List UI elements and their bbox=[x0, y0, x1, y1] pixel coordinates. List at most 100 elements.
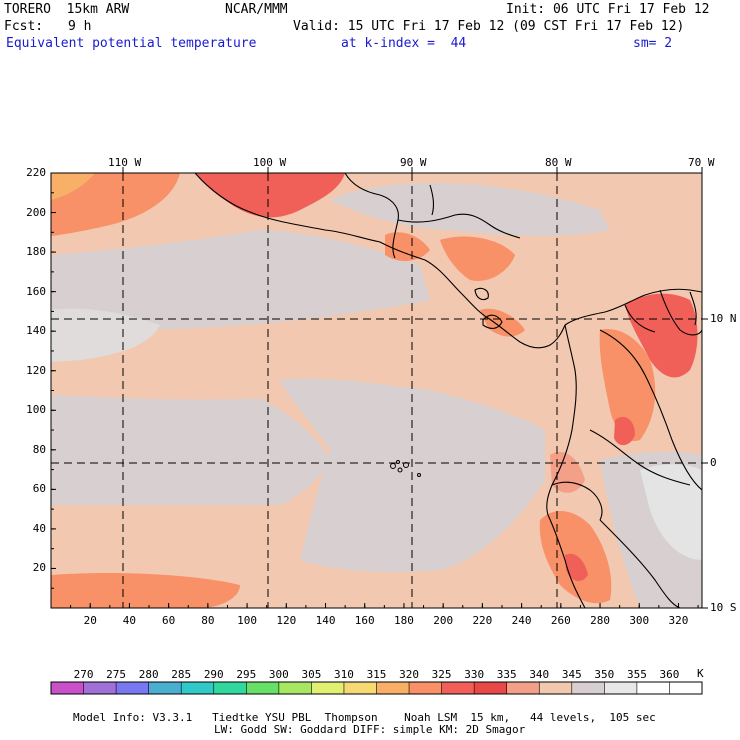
colorbar-cell bbox=[246, 682, 279, 694]
colorbar-label: 355 bbox=[626, 668, 647, 681]
field-region-hot-peru bbox=[565, 553, 588, 582]
coastlines bbox=[194, 173, 702, 608]
colorbar-cell bbox=[409, 682, 442, 694]
colorbar-label: 320 bbox=[399, 668, 419, 681]
colorbar-cell bbox=[181, 682, 214, 694]
bottom-tick-label: 280 bbox=[590, 614, 610, 627]
field-name: Equivalent potential temperature bbox=[6, 36, 257, 51]
colorbar-label: 270 bbox=[73, 668, 94, 681]
colorbar-label: 315 bbox=[366, 668, 387, 681]
physics-info-line: LW: Godd SW: Goddard DIFF: simple KM: 2D… bbox=[214, 723, 526, 736]
lon-label-70w: 70 W bbox=[688, 156, 715, 169]
forecast-hours: 9 h bbox=[68, 19, 92, 34]
smoothing-label: sm= 2 bbox=[633, 36, 673, 51]
colorbar-cell bbox=[311, 682, 344, 694]
bottom-tick-label: 300 bbox=[629, 614, 650, 627]
colorbar-cell bbox=[213, 682, 247, 694]
bottom-tick-label: 240 bbox=[511, 614, 532, 627]
colorbar-label: 305 bbox=[301, 668, 322, 681]
colorbar-cell bbox=[604, 682, 637, 694]
lat-label-10s: 10 S bbox=[710, 601, 737, 614]
colorbar-cell bbox=[83, 682, 117, 694]
bottom-tick-label: 200 bbox=[433, 614, 454, 627]
level-label: at k-index = 44 bbox=[341, 36, 467, 51]
lat-label-equator: 0 bbox=[710, 456, 717, 469]
valid-time: Valid: 15 UTC Fri 17 Feb 12 (09 CST Fri … bbox=[293, 19, 685, 34]
lat-label-10n: 10 N bbox=[710, 312, 737, 325]
lon-label-110w: 110 W bbox=[108, 156, 142, 169]
bottom-tick-label: 100 bbox=[237, 614, 258, 627]
left-tick-label: 180 bbox=[26, 245, 46, 259]
left-tick-label: 60 bbox=[32, 482, 46, 496]
bottom-tick-label: 180 bbox=[394, 614, 414, 627]
colorbar-label: 335 bbox=[496, 668, 517, 681]
colorbar-label: 345 bbox=[561, 668, 582, 681]
field-region-warm-northwest bbox=[51, 173, 180, 236]
left-tick-label: 100 bbox=[26, 403, 46, 417]
left-tick-label: 40 bbox=[32, 521, 46, 535]
colorbar-label: 290 bbox=[203, 668, 224, 681]
bottom-tick-label: 160 bbox=[354, 614, 375, 627]
left-tick-label: 140 bbox=[26, 324, 46, 338]
left-tick-label: 200 bbox=[26, 205, 46, 219]
lon-label-100w: 100 W bbox=[253, 156, 287, 169]
field-region-warm-venezuela bbox=[625, 293, 698, 378]
colorbar-cell bbox=[278, 682, 312, 694]
field-region-grey-central bbox=[51, 395, 330, 505]
lon-label-80w: 80 W bbox=[545, 156, 572, 169]
model-info-line: Model Info: V3.3.1 Tiedtke YSU PBL Thomp… bbox=[73, 711, 656, 724]
colorbar-cell bbox=[441, 682, 475, 694]
organization-label: NCAR/MMM bbox=[225, 2, 288, 17]
colorbar-cell bbox=[116, 682, 149, 694]
bottom-tick-label: 220 bbox=[472, 614, 493, 627]
longitude-top-ticks bbox=[122, 167, 703, 173]
latitude-right-ticks bbox=[702, 318, 708, 609]
colorbar-label: 280 bbox=[138, 668, 159, 681]
colorbar-label: 330 bbox=[464, 668, 485, 681]
colorbar-cell bbox=[571, 682, 605, 694]
left-tick-label: 20 bbox=[32, 561, 46, 575]
colorbar-cell bbox=[474, 682, 507, 694]
left-tick-label: 220 bbox=[26, 166, 46, 179]
colorbar-cell bbox=[506, 682, 540, 694]
bottom-tick-label: 140 bbox=[315, 614, 336, 627]
field-region-hot-northwest bbox=[51, 173, 95, 200]
colorbar-label: 325 bbox=[431, 668, 452, 681]
field-region-hot-colombia bbox=[614, 416, 635, 446]
bottom-tick-label: 60 bbox=[162, 614, 176, 627]
left-tick-label: 80 bbox=[32, 442, 46, 456]
colorbar-label: 360 bbox=[659, 668, 680, 681]
field-region-lightgrey-west bbox=[51, 308, 160, 362]
colorbar-cell bbox=[669, 682, 702, 694]
bottom-tick-label: 20 bbox=[83, 614, 97, 627]
colorbar-label: 285 bbox=[171, 668, 192, 681]
colorbar-cell bbox=[148, 682, 182, 694]
galapagos-islands bbox=[390, 460, 421, 477]
bottom-tick-label: 260 bbox=[550, 614, 571, 627]
left-tick-label: 160 bbox=[26, 284, 46, 298]
field-region-grey-north bbox=[51, 230, 430, 335]
forecast-label: Fcst: bbox=[4, 19, 44, 34]
bottom-tick-label: 120 bbox=[276, 614, 297, 627]
colorbar-cell bbox=[343, 682, 377, 694]
colorbar-label: 310 bbox=[334, 668, 354, 681]
bottom-tick-label: 320 bbox=[668, 614, 689, 627]
map-gridlines bbox=[51, 173, 702, 608]
bottom-tick-label: 40 bbox=[122, 614, 137, 627]
field-region-warm-southwest bbox=[51, 573, 240, 608]
colorbar-label: 295 bbox=[236, 668, 257, 681]
bottom-tick-label: 80 bbox=[201, 614, 215, 627]
init-time: Init: 06 UTC Fri 17 Feb 12 bbox=[506, 2, 710, 17]
field-region-grey-gulf bbox=[330, 183, 610, 236]
axis-tick-marks bbox=[51, 172, 699, 608]
colorbar-cell bbox=[376, 682, 410, 694]
field-region-lightgrey-southeast bbox=[640, 464, 702, 560]
field-region-warm-guatemala bbox=[385, 232, 430, 262]
colorbar-cell bbox=[539, 682, 572, 694]
colorbar-label: 300 bbox=[268, 668, 289, 681]
left-tick-label: 120 bbox=[26, 363, 46, 377]
colorbar-label: 350 bbox=[594, 668, 615, 681]
colorbar-unit: K bbox=[697, 667, 704, 680]
